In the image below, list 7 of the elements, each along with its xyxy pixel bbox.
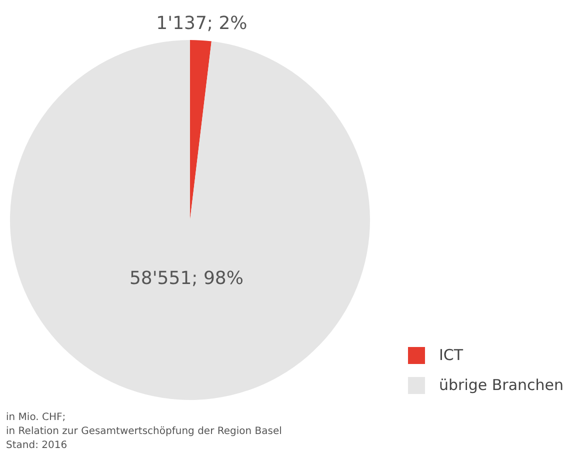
text: in Mio. CHF; xyxy=(6,411,67,425)
data-label: 58'551; 98% xyxy=(129,268,244,289)
data-label: 1'137; 2% xyxy=(156,13,248,34)
text: in Relation zur Gesamtwertschöpfung der Region Basel xyxy=(6,425,282,439)
legend-label: übrige Branchen xyxy=(439,376,564,394)
legend-label: ICT xyxy=(439,346,464,364)
text: Stand: 2016 xyxy=(6,439,68,453)
